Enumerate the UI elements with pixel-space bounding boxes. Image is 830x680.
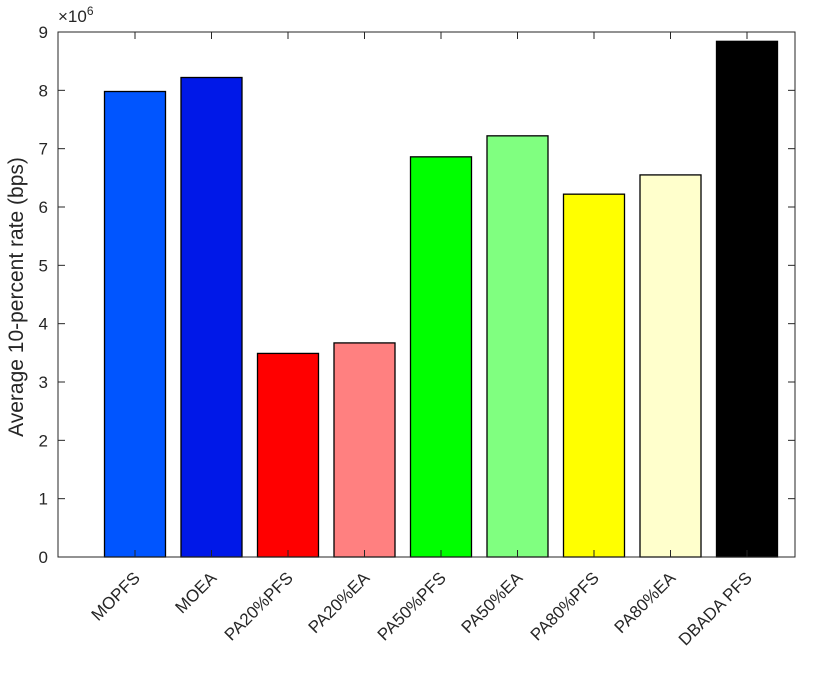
bars-layer <box>103 40 779 558</box>
x-tick-label: PA50%PFS <box>374 568 450 644</box>
x-tick-label: PA80%EA <box>611 568 680 637</box>
bar-pa50-ea <box>486 135 549 558</box>
y-tick-label: 5 <box>39 256 48 275</box>
x-tick-label: PA20%PFS <box>221 568 297 644</box>
y-tick-label: 1 <box>39 490 48 509</box>
x-tick-label: DBADA PFS <box>675 568 756 649</box>
y-tick-label: 7 <box>39 140 48 159</box>
x-tick-label: MOEA <box>171 568 220 617</box>
bar-pa20-pfs <box>256 352 320 558</box>
y-tick-label: 4 <box>39 315 48 334</box>
y-exponent-power: 6 <box>87 4 94 18</box>
bar-dbada-pfs <box>715 40 779 558</box>
bar-pa80-pfs <box>562 193 626 558</box>
bar-pa20-ea <box>333 342 396 558</box>
x-tick-label: PA50%EA <box>458 568 527 637</box>
y-tick-label: 8 <box>39 81 48 100</box>
bar-mopfs <box>103 90 167 558</box>
y-ticks-layer: 0 1 2 3 4 5 6 7 8 9 <box>39 23 795 567</box>
axes-layer <box>57 31 796 558</box>
plot-frame <box>57 31 796 558</box>
y-tick-label: 2 <box>39 431 48 450</box>
x-tick-label: PA80%PFS <box>527 568 603 644</box>
x-tick-label: PA20%EA <box>305 568 374 637</box>
y-tick-label: 3 <box>39 373 48 392</box>
y-axis-exponent: ×106 <box>58 4 94 26</box>
y-tick-label: 6 <box>39 198 48 217</box>
x-tick-label: MOPFS <box>88 568 144 624</box>
y-tick-label: 9 <box>39 23 48 42</box>
y-exponent-base: ×10 <box>58 7 87 26</box>
y-axis-label: Average 10-percent rate (bps) <box>5 157 28 437</box>
bar-moea <box>180 76 243 558</box>
bar-pa50-pfs <box>409 156 473 558</box>
bar-pa80-ea <box>639 174 702 558</box>
y-tick-label: 0 <box>39 548 48 567</box>
